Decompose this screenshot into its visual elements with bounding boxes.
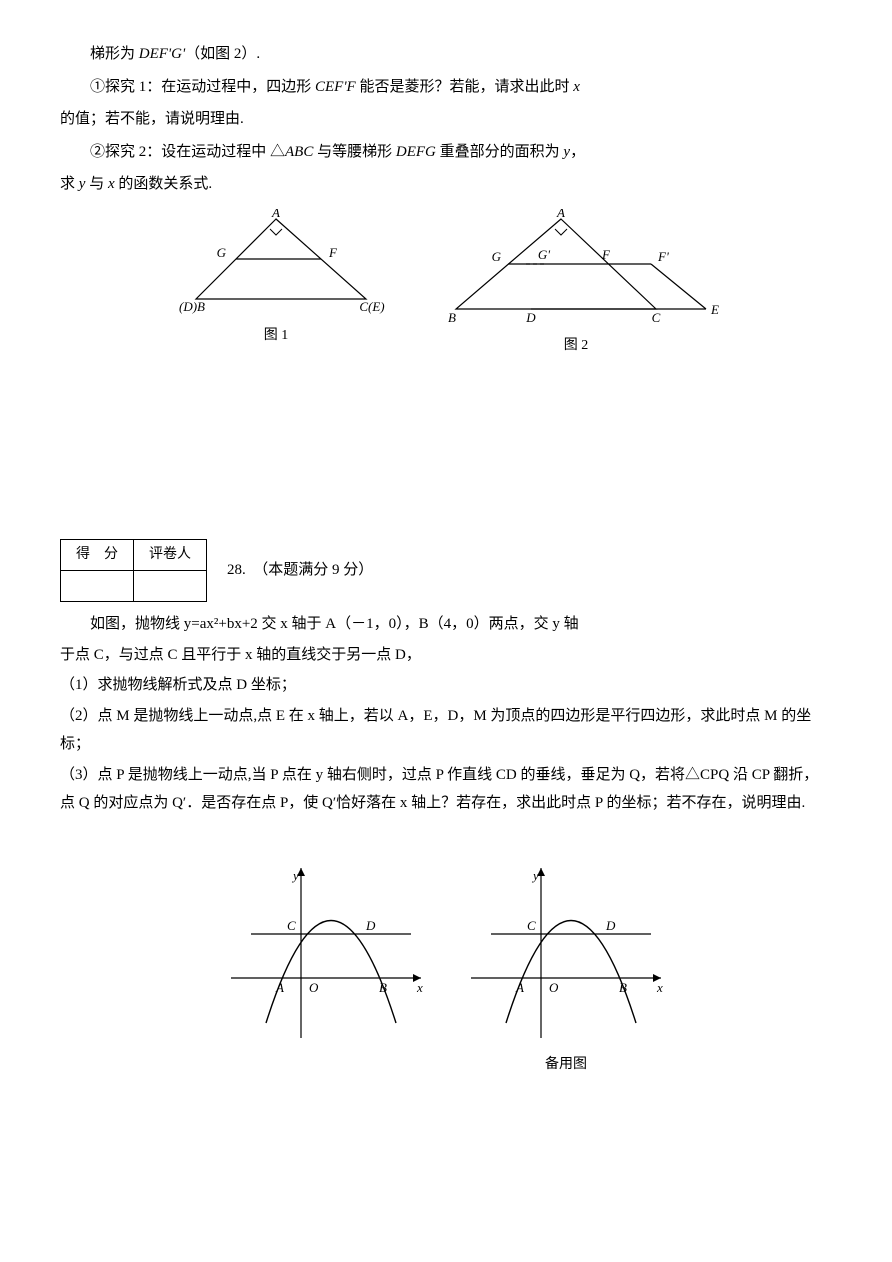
- label-A: A: [271, 209, 280, 220]
- text: ①探究 1：在运动过程中，四边形: [90, 79, 315, 95]
- figure-2: A G G' F F' B D C E 图 2: [426, 209, 726, 360]
- label-CE: C(E): [359, 299, 384, 314]
- label-C: C: [652, 310, 661, 325]
- top-line-3: 的值；若不能，请说明理由.: [60, 105, 832, 134]
- parabola-1-svg: y x O A B C D: [221, 858, 431, 1048]
- text: 与等腰梯形: [313, 144, 396, 160]
- q28-part-3: （3）点 P 是抛物线上一动点,当 P 点在 y 轴右侧时，过点 P 作直线 C…: [60, 761, 832, 818]
- score-table: 得 分 评卷人: [60, 539, 207, 602]
- text: 的值；若不能，请说明理由.: [60, 111, 244, 127]
- text: 如图，抛物线 y=ax²+bx+2 交 x 轴于 A（－1，0），B（4，0）两…: [90, 616, 579, 632]
- abc: ABC: [285, 144, 313, 160]
- label-y: y: [291, 868, 299, 883]
- label-B: B: [448, 310, 456, 325]
- top-explore-2: ②探究 2：设在运动过程中 △ABC 与等腰梯形 DEFG 重叠部分的面积为 y…: [60, 138, 832, 167]
- figure-1: A G F (D)B C(E) 图 1: [166, 209, 386, 360]
- text: 求: [60, 176, 79, 192]
- var-x: x: [573, 79, 580, 95]
- bottom-figures: y x O A B C D y x O A B C D 备用图: [60, 858, 832, 1079]
- q28-body: 如图，抛物线 y=ax²+bx+2 交 x 轴于 A（－1，0），B（4，0）两…: [60, 610, 832, 818]
- figures-row-top: A G F (D)B C(E) 图 1 A G G': [60, 209, 832, 360]
- figure-2-caption: 图 2: [564, 333, 589, 360]
- label-G: G: [217, 245, 227, 260]
- defg-prime: DEF'G': [139, 46, 185, 62]
- text: 梯形为: [90, 46, 139, 62]
- q28-intro-2: 于点 C，与过点 C 且平行于 x 轴的直线交于另一点 D，: [60, 641, 832, 670]
- label-D: D: [605, 918, 616, 933]
- top-line-5: 求 y 与 x 的函数关系式.: [60, 170, 832, 199]
- parabola-fig-1: y x O A B C D: [221, 858, 431, 1079]
- label-O: O: [549, 980, 559, 995]
- label-x: x: [656, 980, 663, 995]
- label-x: x: [416, 980, 423, 995]
- label-C: C: [287, 918, 296, 933]
- defg: DEFG: [396, 144, 436, 160]
- score-header-2: 评卷人: [134, 540, 207, 571]
- label-Fp: F': [657, 249, 669, 264]
- label-O: O: [309, 980, 319, 995]
- label-DB: (D)B: [179, 299, 205, 314]
- q28-part-1: （1）求抛物线解析式及点 D 坐标；: [60, 671, 832, 700]
- score-cell-1: [61, 571, 134, 602]
- figure-2-svg: A G G' F F' B D C E: [426, 209, 726, 329]
- text: ②探究 2：设在运动过程中 △: [90, 144, 285, 160]
- label-y: y: [531, 868, 539, 883]
- ceff: CEF'F: [315, 79, 356, 95]
- label-A: A: [515, 980, 524, 995]
- label-F: F: [328, 245, 338, 260]
- score-header-1: 得 分: [61, 540, 134, 571]
- label-F: F: [601, 247, 611, 262]
- label-G: G: [492, 249, 502, 264]
- figure-1-svg: A G F (D)B C(E): [166, 209, 386, 319]
- label-Gp: G': [538, 247, 550, 262]
- label-A: A: [275, 980, 284, 995]
- text: （如图 2）.: [185, 46, 260, 62]
- parabola-2-svg: y x O A B C D: [461, 858, 671, 1048]
- q28-header: 得 分 评卷人 28. （本题满分 9 分）: [60, 539, 832, 602]
- label-D: D: [525, 310, 536, 325]
- top-explore-1: ①探究 1：在运动过程中，四边形 CEF'F 能否是菱形？若能，请求出此时 x: [60, 73, 832, 102]
- label-B: B: [619, 980, 627, 995]
- top-line-1: 梯形为 DEF'G'（如图 2）.: [60, 40, 832, 69]
- parabola-fig-2: y x O A B C D 备用图: [461, 858, 671, 1079]
- q28-part-2: （2）点 M 是抛物线上一动点,点 E 在 x 轴上，若以 A，E，D，M 为顶…: [60, 702, 832, 759]
- label-C: C: [527, 918, 536, 933]
- q28-intro-1: 如图，抛物线 y=ax²+bx+2 交 x 轴于 A（－1，0），B（4，0）两…: [60, 610, 832, 639]
- text: 重叠部分的面积为: [436, 144, 564, 160]
- label-D: D: [365, 918, 376, 933]
- text: 的函数关系式.: [115, 176, 213, 192]
- backup-caption: 备用图: [545, 1052, 587, 1079]
- score-cell-2: [134, 571, 207, 602]
- q28-title: 28. （本题满分 9 分）: [227, 556, 373, 585]
- label-E: E: [710, 302, 719, 317]
- text: 与: [85, 176, 108, 192]
- text: 能否是菱形？若能，请求出此时: [356, 79, 574, 95]
- figure-1-caption: 图 1: [264, 323, 289, 350]
- text: ，: [570, 144, 585, 160]
- label-B: B: [379, 980, 387, 995]
- var-x: x: [108, 176, 115, 192]
- label-A: A: [556, 209, 565, 220]
